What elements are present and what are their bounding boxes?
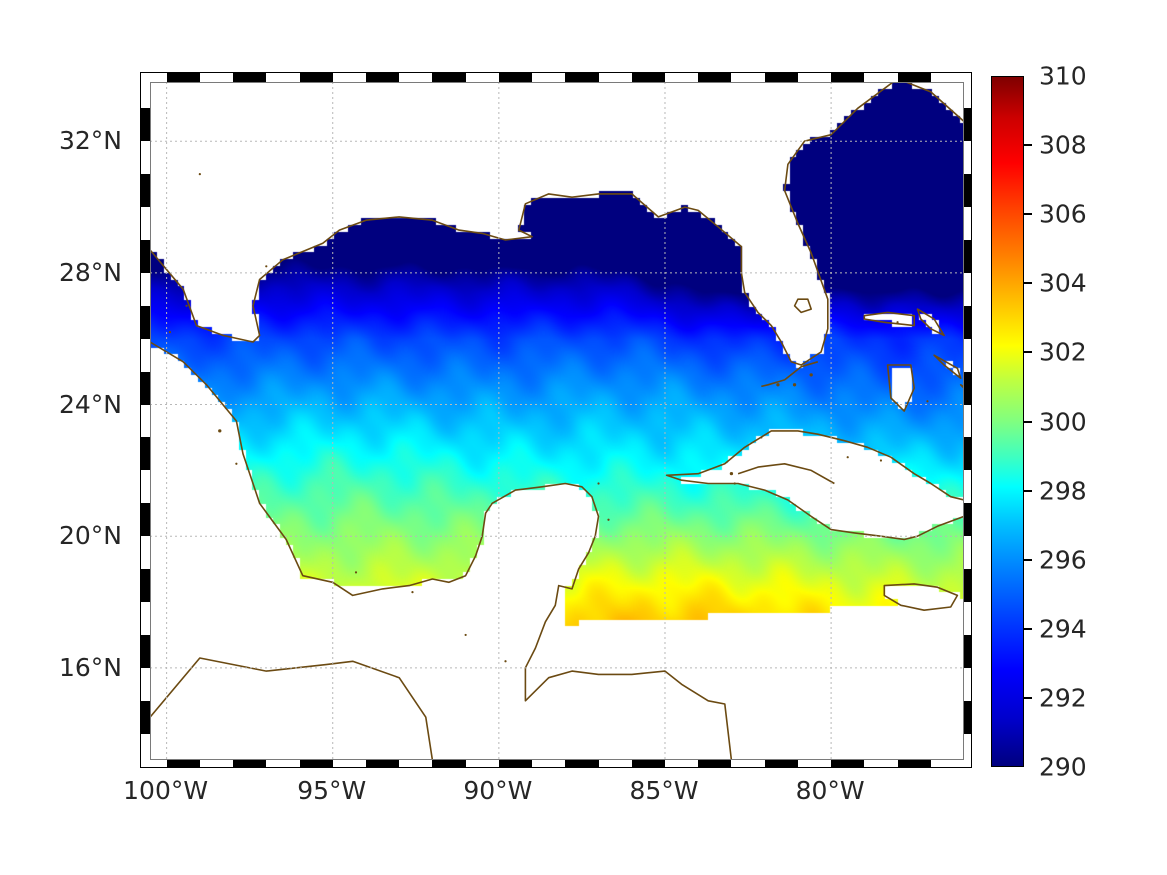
colorbar-tick-mark xyxy=(1024,696,1032,699)
small-island-marker xyxy=(760,436,763,439)
lon-tick-label: 85°W xyxy=(629,776,699,805)
small-island-marker xyxy=(846,456,849,459)
coastline-path xyxy=(150,82,964,366)
colorbar-tick-mark xyxy=(1024,489,1032,492)
small-island-marker xyxy=(776,383,780,387)
colorbar-tick-label: 290 xyxy=(1039,752,1087,782)
colorbar-tick-label: 298 xyxy=(1039,476,1087,506)
colorbar-tick-label: 306 xyxy=(1039,199,1087,229)
small-island-marker xyxy=(879,459,883,462)
coastline-path xyxy=(886,364,915,412)
map-plot-area[interactable] xyxy=(150,82,964,760)
lon-tick-label: 90°W xyxy=(463,776,533,805)
small-island-marker xyxy=(809,373,813,377)
coastline-path xyxy=(916,308,945,337)
small-island-marker xyxy=(411,591,414,594)
small-island-marker xyxy=(198,173,201,176)
coastline-path xyxy=(933,354,962,379)
small-island-marker xyxy=(265,265,268,268)
coastline-path xyxy=(737,463,835,485)
small-island-marker xyxy=(896,321,899,324)
lat-tick-label: 16°N xyxy=(58,652,122,682)
colorbar-tick-mark xyxy=(1024,213,1032,216)
frame-checker-top xyxy=(141,73,971,82)
colorbar-gradient xyxy=(991,76,1024,767)
small-island-marker xyxy=(607,518,610,521)
lat-tick-label: 32°N xyxy=(58,126,122,156)
colorbar[interactable]: 290 292 294 296 298 300 302 304 306 308 310 xyxy=(991,62,1087,782)
colorbar-tick-mark xyxy=(1024,420,1032,423)
frame-checker-right xyxy=(964,73,971,767)
colorbar-tick-mark xyxy=(1024,351,1032,354)
coastline-path xyxy=(863,311,915,327)
lat-tick-label: 28°N xyxy=(58,257,122,287)
coastline-path xyxy=(665,430,964,541)
frame-checker-left xyxy=(141,73,150,767)
colorbar-tick-mark xyxy=(1024,144,1032,147)
small-island-marker xyxy=(235,462,238,465)
colorbar-tick-label: 296 xyxy=(1039,545,1087,575)
coastline-layer xyxy=(150,82,964,760)
map-frame xyxy=(140,72,972,768)
lon-tick-label: 80°W xyxy=(795,776,865,805)
small-island-marker xyxy=(168,331,172,334)
colorbar-tick-mark xyxy=(1024,282,1032,285)
colorbar-tick-mark xyxy=(1024,627,1032,630)
frame-checker-bottom xyxy=(141,760,971,767)
coastline-path xyxy=(793,298,812,314)
map-panel[interactable] xyxy=(140,72,972,768)
small-island-marker xyxy=(504,660,507,663)
coastline-path xyxy=(150,82,733,760)
small-island-marker xyxy=(218,429,222,433)
colorbar-tick-label: 304 xyxy=(1039,268,1087,298)
colorbar-tick-label: 300 xyxy=(1039,407,1087,436)
graticule-layer xyxy=(150,82,964,760)
coastline-path xyxy=(761,361,819,388)
colorbar-tick-mark xyxy=(1024,558,1032,561)
lon-tick-label: 95°W xyxy=(297,776,367,805)
small-island-marker xyxy=(464,633,467,637)
small-island-marker xyxy=(733,482,736,485)
small-island-marker xyxy=(729,472,734,476)
lat-tick-label: 20°N xyxy=(58,521,122,551)
colorbar-tick-label: 294 xyxy=(1039,614,1087,644)
small-island-marker xyxy=(354,571,358,574)
colorbar-tick-label: 292 xyxy=(1039,683,1087,713)
small-island-marker xyxy=(926,400,929,403)
lat-tick-label: 24°N xyxy=(58,389,122,419)
colorbar-tick-label: 302 xyxy=(1039,337,1087,367)
colorbar-tick-label: 310 xyxy=(1039,61,1087,91)
lon-tick-label: 100°W xyxy=(123,776,209,805)
coastline-path xyxy=(883,583,959,611)
small-island-marker xyxy=(185,304,188,307)
colorbar-tick-label: 308 xyxy=(1039,130,1087,160)
small-island-marker xyxy=(597,482,600,485)
small-island-marker xyxy=(792,383,797,387)
